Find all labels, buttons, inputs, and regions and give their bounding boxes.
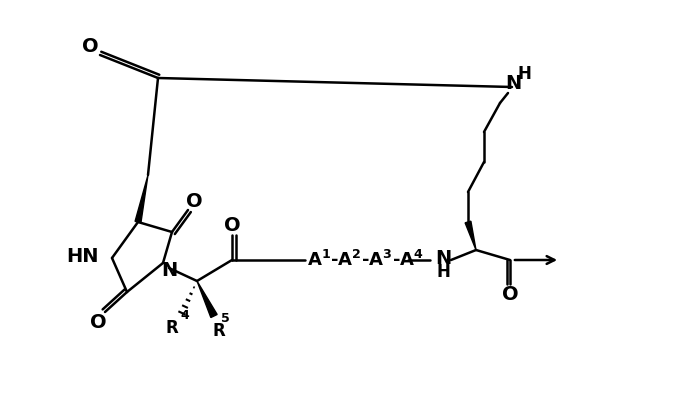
Text: O: O [89, 314, 106, 332]
Text: 5: 5 [221, 312, 230, 325]
Text: O: O [502, 286, 519, 304]
Text: N: N [435, 249, 451, 267]
Text: R: R [165, 319, 178, 337]
Text: N: N [161, 261, 177, 279]
Text: O: O [186, 191, 202, 211]
Text: HN: HN [66, 248, 99, 266]
Text: H: H [436, 263, 450, 281]
Polygon shape [465, 221, 476, 250]
Polygon shape [135, 175, 148, 223]
Text: R: R [212, 322, 225, 340]
Text: O: O [224, 216, 240, 234]
Polygon shape [197, 281, 217, 317]
Text: $\mathbf{A}^{\mathbf{1}}$-$\mathbf{A}^{\mathbf{2}}$-$\mathbf{A}^{\mathbf{3}}$-$\: $\mathbf{A}^{\mathbf{1}}$-$\mathbf{A}^{\… [307, 250, 424, 270]
Text: O: O [82, 37, 99, 55]
Text: H: H [517, 65, 531, 83]
Text: 4: 4 [180, 309, 189, 322]
Text: N: N [505, 73, 521, 93]
